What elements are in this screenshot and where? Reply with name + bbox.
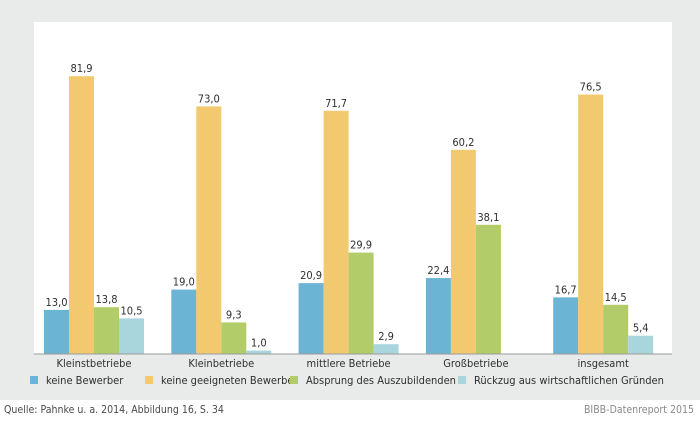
bar-2-1 bbox=[69, 76, 94, 354]
legend-swatch-4 bbox=[458, 376, 466, 384]
legend-label-4: Rückzug aus wirtschaftlichen Gründen bbox=[474, 374, 664, 387]
legend-swatch-1 bbox=[30, 376, 38, 384]
bar-1-4 bbox=[425, 278, 451, 354]
bar-3-2 bbox=[221, 322, 247, 354]
bar-4-5 bbox=[628, 335, 654, 354]
data-label-2-2: 73,0 bbox=[198, 92, 220, 105]
data-label-2-5: 76,5 bbox=[580, 81, 602, 94]
bar-1-3 bbox=[298, 283, 324, 354]
bar-4-3 bbox=[373, 344, 399, 354]
data-label-4-5: 5,4 bbox=[633, 322, 649, 335]
category-label-1: Kleinstbetriebe bbox=[57, 357, 132, 370]
data-label-3-2: 9,3 bbox=[226, 308, 242, 321]
data-label-4-3: 2,9 bbox=[378, 330, 394, 343]
bar-3-4 bbox=[475, 224, 501, 354]
source-note: Quelle: Pahnke u. a. 2014, Abbildung 16,… bbox=[4, 404, 224, 416]
bar-4-1 bbox=[119, 318, 144, 354]
data-label-1-2: 19,0 bbox=[173, 276, 195, 289]
bar-2-4 bbox=[450, 149, 476, 354]
data-label-1-4: 22,4 bbox=[427, 264, 449, 277]
bar-chart: 13,0 81,9 13,810,5 Kleinstbetriebe 19,0 73,0 9… bbox=[30, 22, 672, 387]
bar-2-5 bbox=[578, 94, 604, 354]
chart-panel: 13,0 81,9 13,8 10,5 Kleinstbetriebe 19,0 73,0 9… bbox=[0, 0, 700, 400]
data-label-2-4: 60,2 bbox=[452, 136, 474, 149]
bar-1-1 bbox=[44, 309, 69, 354]
bar-1-2 bbox=[171, 289, 197, 354]
legend-label-1: keine Bewerber bbox=[46, 374, 124, 387]
category-label-5: insgesamt bbox=[578, 357, 629, 370]
category-label-4: Großbetriebe bbox=[443, 357, 508, 370]
data-label-3-5: 14,5 bbox=[605, 291, 627, 304]
bar-3-3 bbox=[348, 252, 374, 354]
data-label-4-2: 1,0 bbox=[251, 337, 267, 350]
data-label-3-4: 38,1 bbox=[477, 211, 499, 224]
category-label-2: Kleinbetriebe bbox=[188, 357, 254, 370]
category-label-3: mittlere Betriebe bbox=[307, 357, 391, 370]
bar-2-3 bbox=[323, 110, 349, 354]
data-label-3-1: 13,8 bbox=[95, 293, 117, 306]
bar-3-1 bbox=[94, 307, 119, 354]
legend-label-2: keine geeigneten Bewerber bbox=[161, 374, 298, 387]
bar-4-2 bbox=[246, 350, 272, 354]
legend-swatch-3 bbox=[290, 376, 298, 384]
publisher-note: BIBB-Datenreport 2015 bbox=[583, 404, 694, 416]
data-label-1-1: 13,0 bbox=[45, 296, 67, 309]
data-label-3-3: 29,9 bbox=[350, 239, 372, 252]
data-label-1-5: 16,7 bbox=[555, 283, 577, 296]
bar-2-2 bbox=[196, 106, 222, 355]
legend-label-3: Absprung des Auszubildenden bbox=[306, 374, 456, 387]
bar-3-5 bbox=[603, 304, 629, 354]
bar-1-5 bbox=[553, 297, 579, 354]
data-label-2-1: 81,9 bbox=[70, 62, 92, 75]
data-label-2-3: 71,7 bbox=[325, 97, 347, 110]
data-label-4-1: 10,5 bbox=[120, 304, 142, 317]
data-label-1-3: 20,9 bbox=[300, 269, 322, 282]
legend-swatch-2 bbox=[145, 376, 153, 384]
